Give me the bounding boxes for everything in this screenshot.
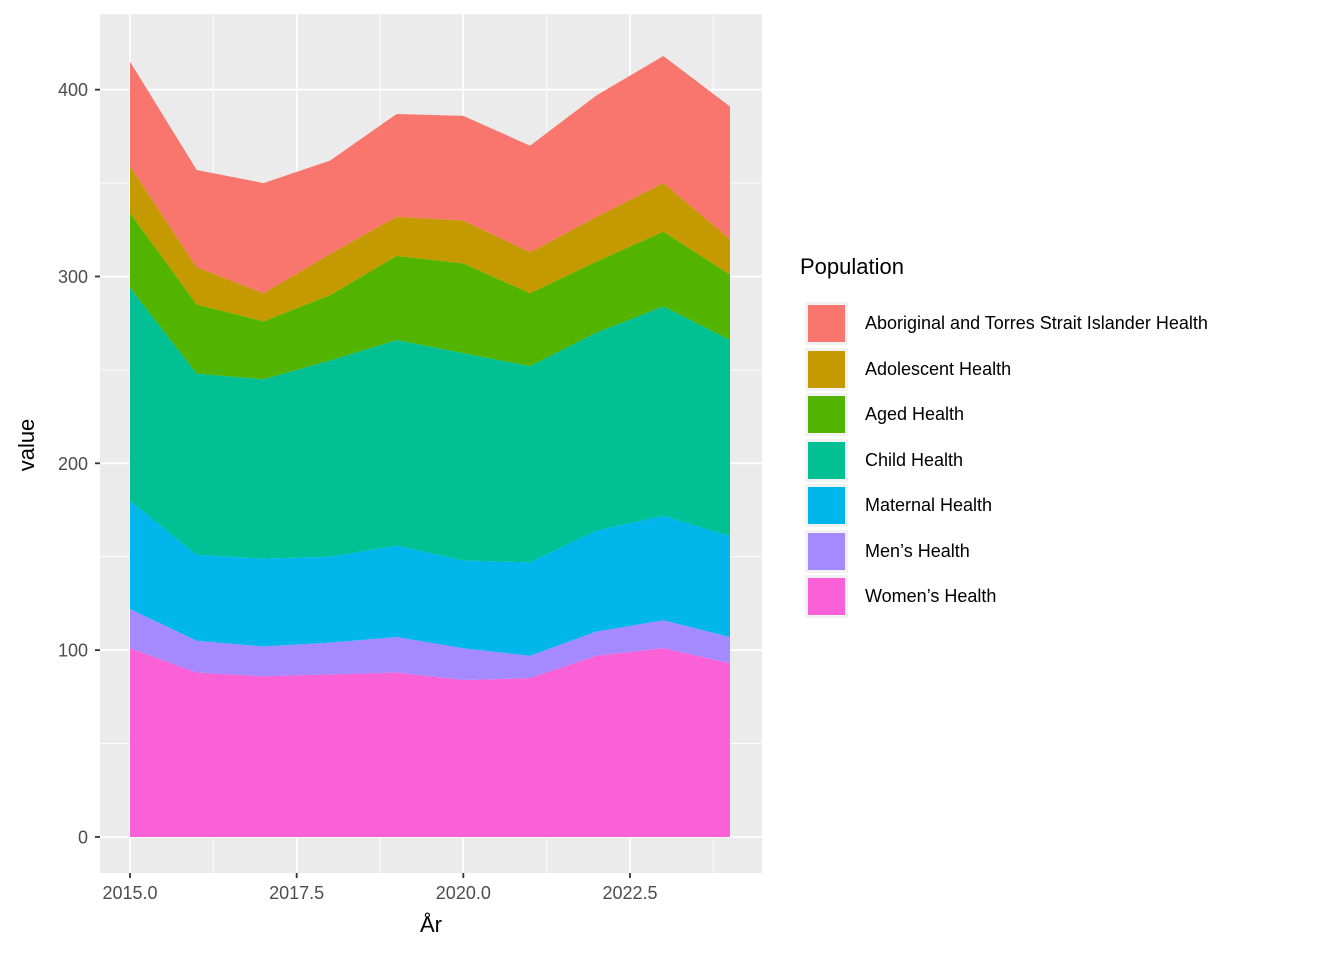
legend-key-swatch bbox=[808, 532, 845, 570]
legend-item: Adolescent Health bbox=[805, 347, 1208, 391]
area-maternal-health bbox=[130, 500, 730, 656]
area-adolescent-health bbox=[130, 166, 730, 322]
legend-key-swatch bbox=[808, 441, 845, 479]
x-tick-label: 2020.0 bbox=[436, 883, 491, 903]
area-aboriginal-and-torres-strait-islander-health bbox=[130, 56, 730, 294]
legend-key bbox=[805, 484, 848, 527]
y-tick-label: 400 bbox=[58, 80, 88, 100]
legend-label: Aged Health bbox=[865, 404, 965, 424]
y-tick-label: 200 bbox=[58, 454, 88, 474]
y-tick-label: 0 bbox=[78, 827, 88, 847]
legend-key bbox=[805, 575, 848, 618]
legend-items: Aboriginal and Torres Strait Islander He… bbox=[805, 302, 1208, 618]
legend-key bbox=[805, 438, 848, 482]
area-child-health bbox=[130, 287, 730, 563]
legend-item: Maternal Health bbox=[805, 484, 1208, 527]
y-tick-label: 300 bbox=[58, 267, 88, 287]
legend-label: Men’s Health bbox=[865, 540, 970, 561]
x-axis-title: År bbox=[420, 912, 442, 937]
legend-label: Maternal Health bbox=[865, 495, 993, 515]
legend-item: Men’s Health bbox=[805, 529, 1208, 573]
legend-key bbox=[805, 393, 848, 436]
x-tick-label: 2022.5 bbox=[602, 883, 657, 903]
legend-item: Aboriginal and Torres Strait Islander He… bbox=[805, 302, 1208, 345]
legend-key-swatch bbox=[808, 487, 845, 524]
legend-label: Aboriginal and Torres Strait Islander He… bbox=[865, 313, 1208, 333]
legend-label: Child Health bbox=[865, 449, 964, 470]
legend-key bbox=[805, 302, 848, 345]
x-tick-label: 2015.0 bbox=[102, 883, 157, 903]
legend: Population Aboriginal and Torres Strait … bbox=[800, 254, 1208, 621]
legend-key bbox=[805, 347, 848, 391]
y-tick-label: 100 bbox=[58, 641, 88, 661]
area-aged-health bbox=[130, 212, 730, 380]
legend-item: Women’s Health bbox=[805, 575, 1208, 618]
legend-item: Child Health bbox=[805, 438, 1208, 482]
legend-key-swatch bbox=[808, 396, 845, 433]
legend-key bbox=[805, 529, 848, 573]
legend-key-swatch bbox=[808, 305, 845, 342]
legend-key-swatch bbox=[808, 350, 845, 388]
legend-title: Population bbox=[800, 254, 904, 279]
legend-label: Women’s Health bbox=[865, 586, 997, 606]
x-tick-label: 2017.5 bbox=[269, 883, 324, 903]
y-axis-title: value bbox=[14, 418, 39, 472]
legend-label: Adolescent Health bbox=[865, 358, 1012, 379]
area-women-s-health bbox=[130, 648, 730, 837]
area-men-s-health bbox=[130, 609, 730, 681]
legend-item: Aged Health bbox=[805, 393, 1208, 436]
legend-key-swatch bbox=[808, 578, 845, 615]
